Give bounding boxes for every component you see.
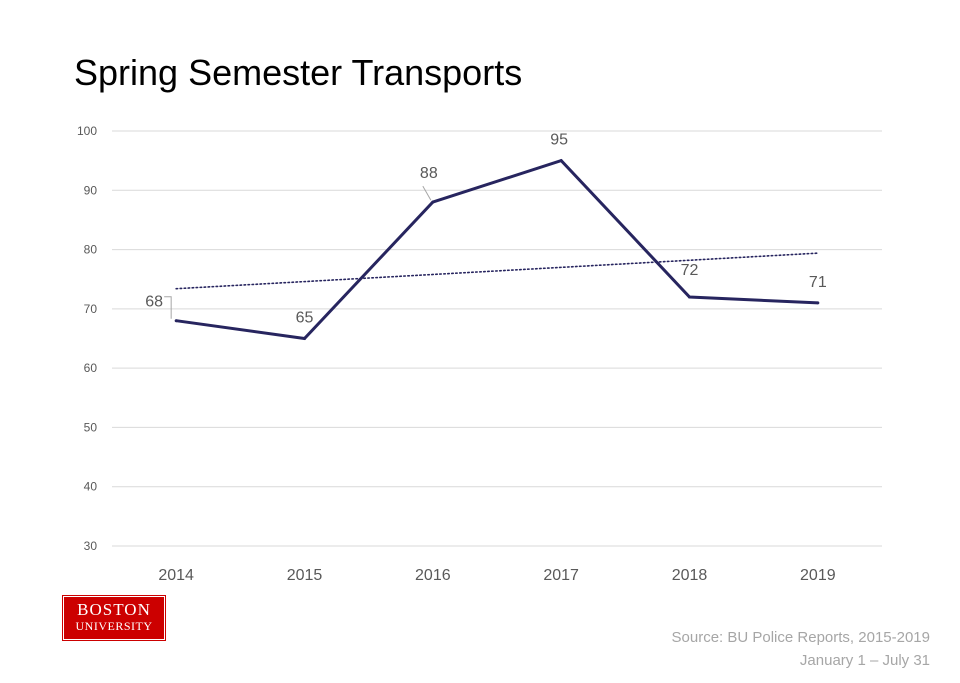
x-tick-label-2019: 2019: [800, 567, 836, 584]
x-tick-label-2016: 2016: [415, 567, 451, 584]
data-point-2016: [431, 200, 435, 204]
data-point-2015: [303, 337, 306, 340]
data-label-2017: 95: [550, 132, 568, 149]
data-label-2019: 71: [809, 274, 827, 291]
y-tick-label-100: 100: [77, 124, 97, 138]
data-point-2018: [688, 295, 691, 299]
data-label-2018: 72: [681, 262, 699, 279]
x-tick-label-2014: 2014: [158, 567, 194, 584]
source-note: Source: BU Police Reports, 2015-2019 Jan…: [672, 626, 930, 672]
data-label-2015: 65: [296, 310, 314, 327]
series-line-transports: [175, 158, 818, 341]
leader-line-2016: [422, 185, 432, 201]
x-tick-label-2017: 2017: [543, 567, 579, 584]
trendline: [175, 252, 819, 290]
y-tick-label-70: 70: [84, 302, 98, 316]
y-tick-label-90: 90: [84, 183, 98, 197]
data-point-2014: [174, 319, 178, 323]
boston-university-logo: BOSTON UNIVERSITY: [62, 595, 166, 641]
logo-line-2: UNIVERSITY: [75, 619, 153, 633]
x-tick-label-2018: 2018: [672, 567, 708, 584]
data-point-2017: [559, 159, 563, 163]
chart-title: Spring Semester Transports: [74, 52, 523, 93]
data-label-2016: 88: [420, 165, 438, 182]
data-point-2019: [816, 301, 820, 305]
data-label-2014: 68: [145, 294, 163, 311]
source-line-2: January 1 – July 31: [799, 652, 930, 669]
y-tick-label-40: 40: [84, 480, 98, 494]
y-tick-label-60: 60: [84, 361, 98, 375]
y-tick-label-80: 80: [84, 243, 98, 257]
y-tick-label-50: 50: [84, 420, 98, 434]
y-tick-label-30: 30: [84, 539, 98, 553]
source-line-1: Source: BU Police Reports, 2015-2019: [671, 629, 930, 646]
leader-line-2014: [164, 296, 172, 319]
x-tick-label-2015: 2015: [287, 567, 323, 584]
logo-line-1: BOSTON: [77, 600, 151, 619]
